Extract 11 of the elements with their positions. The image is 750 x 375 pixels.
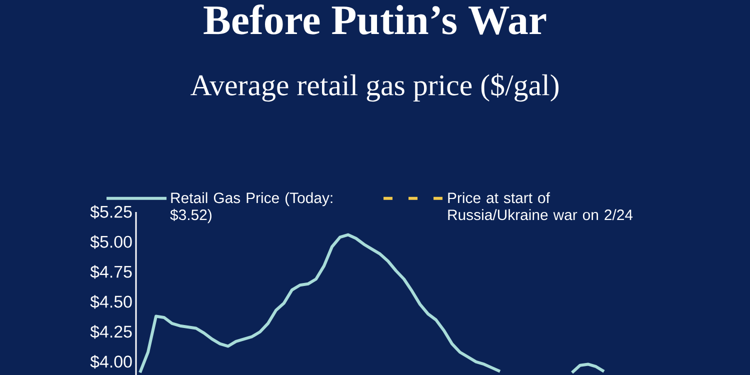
chart-title: Before Putin’s War: [204, 4, 546, 35]
legend-label: Price at start of Russia/Ukraine war on 2/24: [448, 192, 633, 220]
y-tick-label: $4.00: [90, 354, 132, 369]
y-tick-label: $4.25: [90, 325, 132, 339]
y-tick-label: $4.50: [90, 295, 132, 309]
y-tick-label: $4.75: [90, 265, 132, 279]
legend-label: Retail Gas Price (Today: $3.52): [170, 192, 332, 224]
line-series: [570, 362, 606, 374]
chart-subtitle: Average retail gas price ($/gal): [190, 74, 558, 102]
y-tick-label: $5.25: [90, 205, 132, 219]
y-tick-label: $5.00: [90, 235, 132, 249]
